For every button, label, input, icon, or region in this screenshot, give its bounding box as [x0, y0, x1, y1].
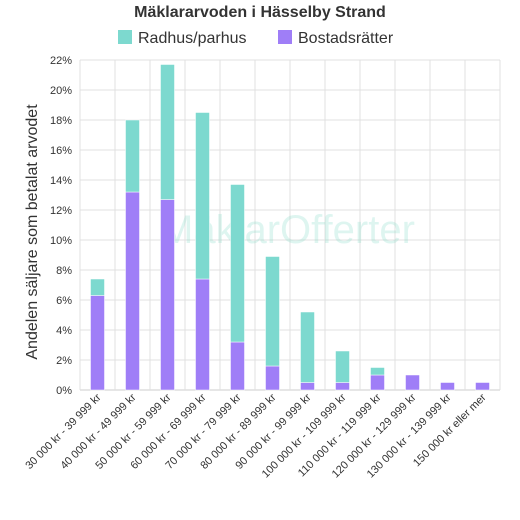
bars — [90, 64, 490, 391]
y-tick-label: 12% — [50, 205, 72, 217]
y-tick-label: 2% — [56, 355, 72, 367]
bar-segment — [160, 64, 175, 200]
bar-segment — [90, 278, 105, 296]
bar-segment — [125, 191, 140, 391]
bar-segment — [335, 382, 350, 391]
grid — [79, 59, 501, 391]
legend-swatch-bostadsratter — [278, 30, 292, 44]
bar-segment — [125, 119, 140, 193]
y-tick-label: 0% — [56, 385, 72, 397]
legend-swatch-radhus — [118, 30, 132, 44]
bar-segment — [370, 374, 385, 391]
bar-segment — [265, 365, 280, 391]
y-ticks: 0% 2% 4% 6% 8% 10% 12% 14% 16% 18% 20% 22% — [50, 55, 72, 397]
bar-segment — [300, 382, 315, 391]
bar-segment — [230, 341, 245, 391]
bar-segment — [195, 278, 210, 391]
bar-segment — [195, 112, 210, 280]
chart-title: Mäklararvoden i Hässelby Strand — [134, 4, 386, 21]
y-tick-label: 18% — [50, 115, 72, 127]
y-tick-label: 20% — [50, 85, 72, 97]
y-axis-title: Andelen säljare som betalat arvodet — [24, 104, 41, 360]
y-tick-label: 14% — [50, 175, 72, 187]
y-tick-label: 8% — [56, 265, 72, 277]
y-tick-label: 4% — [56, 325, 72, 337]
legend-label-radhus: Radhus/parhus — [138, 30, 247, 47]
bar-segment — [440, 382, 455, 391]
bar-segment — [405, 374, 420, 391]
bar-segment — [335, 350, 350, 383]
bar-segment — [230, 184, 245, 343]
bar-segment — [370, 367, 385, 376]
bar-segment — [160, 199, 175, 391]
legend-label-bostadsratter: Bostadsrätter — [298, 30, 394, 47]
y-tick-label: 22% — [50, 55, 72, 67]
y-tick-label: 6% — [56, 295, 72, 307]
bar-segment — [265, 256, 280, 367]
y-tick-label: 16% — [50, 145, 72, 157]
bar-segment — [475, 382, 490, 391]
bar-segment — [300, 311, 315, 383]
bar-segment — [90, 295, 105, 391]
y-tick-label: 10% — [50, 235, 72, 247]
legend: Radhus/parhus Bostadsrätter — [118, 30, 394, 47]
